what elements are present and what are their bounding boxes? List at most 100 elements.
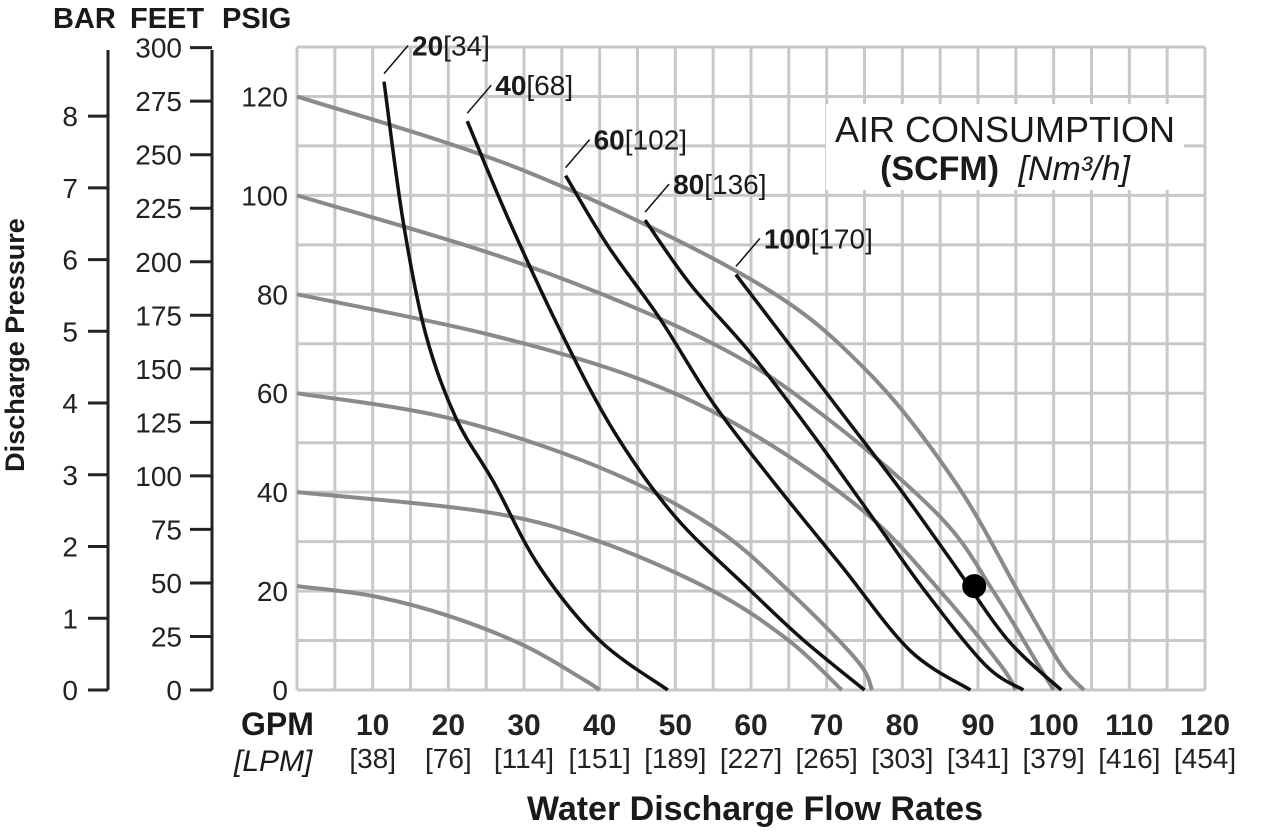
- x-tick-label: 110: [1105, 709, 1153, 742]
- air-label-nm3h: [102]: [625, 125, 687, 156]
- air-consumption-labels: 20[34]40[68] 60[102] 80[136] 100[170]: [383, 31, 873, 268]
- feet-tick-label: 100: [135, 461, 182, 492]
- x-tick-label: 10: [356, 709, 389, 742]
- legend-title: AIR CONSUMPTION: [835, 109, 1175, 150]
- x-tick-label: 120: [1180, 709, 1230, 742]
- pressure-curve: [296, 490, 844, 692]
- x-tick-label-lpm: [379]: [1023, 743, 1085, 774]
- psig-tick-label: 80: [257, 279, 288, 310]
- psig-tick-label: 20: [257, 576, 288, 607]
- psig-tick-label: 0: [272, 675, 288, 706]
- x-tick-label-lpm: [265]: [796, 743, 858, 774]
- air-label-leader: [383, 45, 409, 75]
- air-consumption-curve: [643, 219, 1025, 692]
- lpm-unit-label: [LPM]: [233, 745, 313, 778]
- x-axis: 10[38] 20[76] 30[114] 40[151] 50[189] 60[227]…: [349, 709, 1236, 774]
- air-consumption-label: 80[136]: [673, 169, 766, 200]
- pressure-curve: [296, 94, 1086, 692]
- air-label-leader: [644, 183, 670, 213]
- psig-axis: 0 20 40 60 80 100 120: [241, 81, 288, 706]
- x-tick-label: 100: [1029, 709, 1079, 742]
- x-tick-label-lpm: [189]: [644, 743, 706, 774]
- x-tick-label: 40: [583, 709, 616, 742]
- gpm-unit-label: GPM: [241, 706, 314, 742]
- x-tick-label: 50: [659, 709, 692, 742]
- air-label-leader: [565, 139, 591, 169]
- air-label-nm3h: [136]: [704, 169, 766, 200]
- psig-tick-label: 100: [241, 180, 288, 211]
- air-label-nm3h: [170]: [811, 224, 873, 255]
- pressure-curve: [296, 193, 1056, 692]
- feet-tick-label: 250: [135, 140, 182, 171]
- legend-background: [826, 104, 1184, 190]
- feet-unit-heading: FEET: [130, 3, 204, 35]
- pressure-curve: [296, 584, 601, 692]
- psig-tick-label: 40: [257, 477, 288, 508]
- x-axis-title: Water Discharge Flow Rates: [527, 790, 983, 828]
- bar-tick-label: 7: [62, 173, 78, 204]
- legend-subtitle: (SCFM) [Nm³/h]: [880, 150, 1131, 188]
- bar-tick-label: 1: [62, 603, 78, 634]
- air-label-nm3h: [68]: [526, 70, 573, 101]
- feet-axis: 0 25 50 75 100 125 150 175 200 225 250 275 300: [135, 33, 212, 706]
- x-tick-label: 70: [810, 709, 843, 742]
- feet-tick-label: 225: [135, 193, 182, 224]
- psig-unit-heading: PSIG: [222, 3, 291, 35]
- x-tick-label-lpm: [341]: [947, 743, 1009, 774]
- air-label-leader: [735, 238, 761, 268]
- bar-tick-label: 3: [62, 460, 78, 491]
- x-tick-label-lpm: [416]: [1098, 743, 1160, 774]
- feet-tick-label: 150: [135, 354, 182, 385]
- feet-tick-label: 125: [135, 407, 182, 438]
- bar-tick-label: 6: [62, 245, 78, 276]
- feet-tick-label: 175: [135, 300, 182, 331]
- air-label-nm3h: [34]: [443, 31, 490, 62]
- legend-unit-nm3h: [Nm³/h]: [1017, 150, 1131, 188]
- air-consumption-curve: [564, 174, 972, 692]
- x-tick-label: 80: [886, 709, 919, 742]
- air-consumption-curve: [382, 81, 669, 692]
- feet-tick-label: 25: [151, 621, 182, 652]
- feet-tick-label: 300: [135, 33, 182, 64]
- air-consumption-curve: [465, 120, 866, 692]
- feet-tick-label: 75: [151, 514, 182, 545]
- marker-layer: [962, 574, 987, 599]
- x-tick-label-lpm: [303]: [871, 743, 933, 774]
- bar-tick-label: 2: [62, 532, 78, 563]
- x-tick-label-lpm: [114]: [494, 743, 554, 774]
- air-consumption-label: 40[68]: [495, 70, 573, 101]
- air-consumption-curves: [382, 81, 1063, 692]
- pressure-curve: [296, 391, 874, 691]
- x-tick-label-lpm: [454]: [1174, 743, 1236, 774]
- x-tick-label-lpm: [76]: [425, 743, 472, 774]
- pressure-curves: [296, 94, 1086, 692]
- bar-tick-label: 4: [62, 388, 78, 419]
- air-label-scfm: 60: [594, 125, 625, 156]
- x-tick-label: 20: [432, 709, 465, 742]
- air-label-scfm: 40: [495, 70, 526, 101]
- x-tick-label: 30: [507, 709, 540, 742]
- air-label-scfm: 100: [764, 224, 811, 255]
- legend-unit-scfm: (SCFM): [880, 150, 999, 188]
- bar-tick-label: 5: [62, 316, 78, 347]
- air-consumption-label: 60[102]: [594, 125, 687, 156]
- feet-tick-label: 50: [151, 568, 182, 599]
- x-tick-label: 90: [961, 709, 994, 742]
- x-tick-label-lpm: [38]: [349, 743, 396, 774]
- psig-tick-label: 120: [241, 81, 288, 112]
- bar-tick-label: 0: [62, 675, 78, 706]
- air-label-leader: [466, 84, 492, 114]
- feet-tick-label: 0: [166, 675, 182, 706]
- air-consumption-curve: [734, 273, 1063, 692]
- air-consumption-label: 100[170]: [764, 224, 873, 255]
- bar-unit-heading: BAR: [53, 3, 116, 35]
- y-axis-title: Discharge Pressure: [0, 218, 30, 472]
- air-label-scfm: 20: [412, 31, 443, 62]
- operating-point-marker: [962, 574, 987, 599]
- air-consumption-label: 20[34]: [412, 31, 490, 62]
- x-tick-label-lpm: [227]: [720, 743, 782, 774]
- x-tick-label: 60: [734, 709, 767, 742]
- pressure-curve: [296, 292, 1018, 692]
- bar-axis: 0 1 2 3 4 5 6 7 8: [62, 101, 108, 706]
